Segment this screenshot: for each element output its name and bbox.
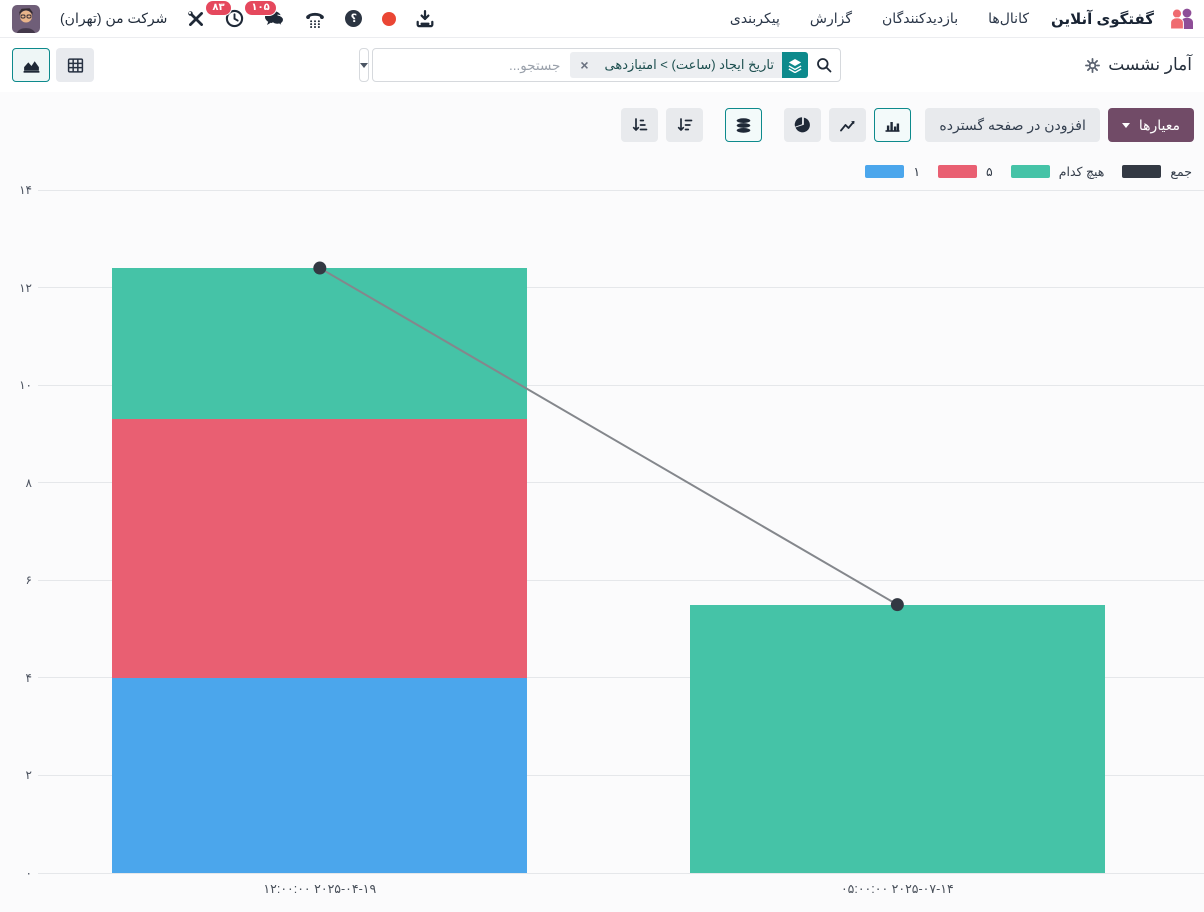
control-panel: آمار نشست [0, 38, 1204, 92]
x-tick-label: ۲۰۲۵-۰۴-۱۹ ۱۲:۰۰:۰۰ [263, 882, 377, 896]
line-chart-icon [840, 120, 855, 131]
record-icon[interactable] [382, 11, 397, 26]
user-avatar[interactable] [12, 4, 40, 33]
menu-item-3[interactable]: پیکربندی [729, 10, 780, 26]
legend-label: هیچ کدام [1058, 165, 1105, 179]
legend-swatch [865, 165, 905, 178]
x-tick-label: ۲۰۲۵-۰۷-۱۴ ۰۵:۰۰:۰۰ [840, 882, 954, 896]
plot-area [38, 189, 1204, 874]
y-tick-label: ۱۲ [19, 280, 32, 295]
graph-toolbar: معیارها افزودن در صفحه گسترده [621, 108, 1194, 142]
menu-item-1[interactable]: بازدیدکنندگان [882, 10, 959, 26]
sort-descending-icon [678, 118, 693, 131]
install-app-icon[interactable] [416, 9, 434, 28]
page-title: آمار نشست [1108, 55, 1192, 74]
gridline [38, 774, 1204, 776]
search-bar: تاریخ ایجاد (ساعت) > امتیازدهی × [372, 48, 841, 82]
chart-type-bar-button[interactable] [874, 108, 912, 142]
debug-tools-icon[interactable] [187, 10, 205, 28]
pivot-grid-icon [67, 57, 83, 73]
y-tick-label: ۸ [25, 475, 32, 490]
voip-phone-icon[interactable] [305, 9, 325, 28]
y-tick-label: ۲ [25, 768, 32, 783]
app-name[interactable]: گفتگوی آنلاین [1051, 10, 1154, 28]
pie-chart-icon [795, 116, 811, 132]
legend-label: ۵ [986, 165, 993, 179]
navbar-menus: کانال‌ها بازدیدکنندگان گزارش پیکربندی [730, 10, 1029, 27]
legend-label: جمع [1170, 165, 1192, 179]
view-switch-pivot[interactable] [56, 48, 94, 82]
chart-type-line-button[interactable] [829, 108, 867, 142]
messages-chat-icon[interactable]: ۱۰۵ [245, 1, 285, 28]
bar-segment[interactable] [689, 604, 1105, 873]
facet-label: تاریخ ایجاد (ساعت) > امتیازدهی [604, 57, 774, 72]
avatar-image [12, 4, 40, 33]
legend-swatch [938, 165, 978, 178]
bar-segment[interactable] [112, 677, 528, 873]
systray: شرکت من (تهران) ۸۳ ۱۰۵ [8, 1, 434, 33]
search-input[interactable] [381, 56, 563, 74]
bar-chart-icon [885, 122, 900, 132]
menu-item-0[interactable]: کانال‌ها [988, 10, 1030, 26]
sort-descending-button[interactable] [666, 108, 704, 142]
activities-badge: ۸۳ [206, 1, 231, 15]
y-tick-label: ۶ [25, 573, 32, 588]
top-navbar: گفتگوی آنلاین کانال‌ها بازدیدکنندگان گزارش… [0, 0, 1204, 38]
sort-ascending-icon [633, 118, 648, 131]
measures-button[interactable]: معیارها [1107, 108, 1194, 142]
legend-swatch [1122, 165, 1162, 178]
y-tick-label: ۱۰ [19, 378, 32, 393]
y-axis-labels: ۰ ۲ ۴ ۶ ۸ ۱۰ ۱۲ ۱۴ [4, 183, 32, 880]
livechat-app-icon[interactable] [1168, 8, 1196, 30]
livechat-app-icon-shape [1170, 8, 1193, 29]
insert-in-spreadsheet-button[interactable]: افزودن در صفحه گسترده [925, 108, 1100, 142]
legend-swatch [1010, 165, 1050, 178]
graph-area-icon [23, 60, 39, 73]
chart-legend: جمع هیچ کدام ۵ ۱ [865, 164, 1192, 179]
search-options-toggle[interactable] [359, 48, 370, 82]
sort-ascending-button[interactable] [621, 108, 659, 142]
stacked-toggle-button[interactable] [725, 108, 763, 142]
company-switcher[interactable]: شرکت من (تهران) [60, 10, 168, 26]
group-by-layers-icon [782, 52, 808, 78]
bar-segment[interactable] [112, 268, 528, 420]
bar-segment[interactable] [112, 419, 528, 678]
y-tick-label: ۰ [25, 866, 32, 880]
legend-label: ۱ [913, 165, 921, 179]
gear-icon[interactable] [1085, 57, 1101, 73]
chart-region: ۰ ۲ ۴ ۶ ۸ ۱۰ ۱۲ ۱۴ ۲۰۲۵-۰۴-۱۹ ۱۲:۰۰:۰۰ ۲۰۲۵-۰۷-۱… [0, 183, 1204, 910]
facet-remove-icon[interactable]: × [580, 57, 589, 73]
messages-badge: ۱۰۵ [245, 1, 276, 15]
y-tick-label: ۴ [25, 670, 32, 685]
chevron-down-icon [360, 62, 369, 68]
legend-item-3[interactable]: ۱ [865, 164, 920, 179]
gridline [38, 872, 1204, 874]
menu-item-2[interactable]: گزارش [809, 10, 853, 26]
legend-item-0[interactable]: جمع [1122, 164, 1192, 179]
activities-clock-icon[interactable]: ۸۳ [206, 1, 244, 28]
gridline [38, 189, 1204, 191]
search-facet: تاریخ ایجاد (ساعت) > امتیازدهی × [570, 52, 808, 78]
help-icon[interactable]: ؟ [345, 10, 363, 27]
graph-view: معیارها افزودن در صفحه گسترده [0, 92, 1204, 912]
chevron-down-icon [1121, 122, 1130, 128]
x-axis-labels: ۲۰۲۵-۰۴-۱۹ ۱۲:۰۰:۰۰ ۲۰۲۵-۰۷-۱۴ ۰۵:۰۰:۰۰ [38, 881, 1204, 903]
stacked-icon [737, 117, 751, 133]
legend-item-2[interactable]: ۵ [938, 164, 993, 179]
view-switch-graph[interactable] [12, 48, 50, 82]
legend-item-1[interactable]: هیچ کدام [1010, 164, 1105, 179]
search-icon [816, 57, 832, 73]
y-tick-label: ۱۴ [19, 183, 32, 197]
gridline [38, 677, 1204, 679]
chart-type-pie-button[interactable] [784, 108, 822, 142]
